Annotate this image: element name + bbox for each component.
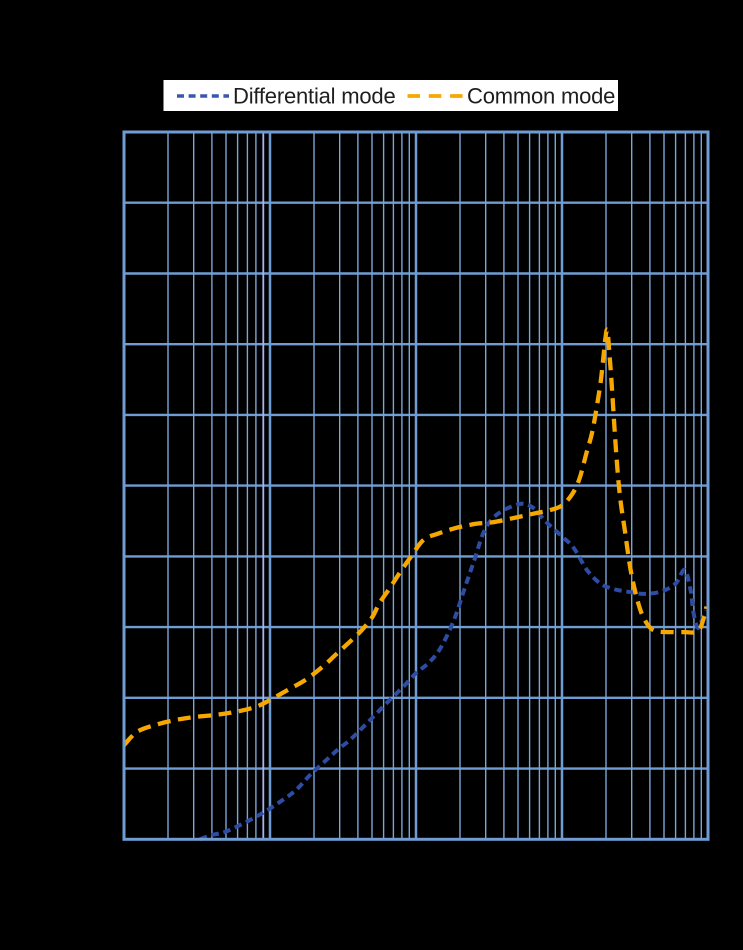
legend: Differential mode Common mode [163,80,618,111]
legend-label-differential: Differential mode [233,84,396,109]
series-curves [122,327,709,842]
differential-mode-curve [199,501,709,842]
plot-grid [124,132,708,840]
legend-label-common: Common mode [467,84,615,109]
common-mode-curve [122,327,709,747]
plot-border [122,130,710,841]
legend-background [163,80,618,111]
